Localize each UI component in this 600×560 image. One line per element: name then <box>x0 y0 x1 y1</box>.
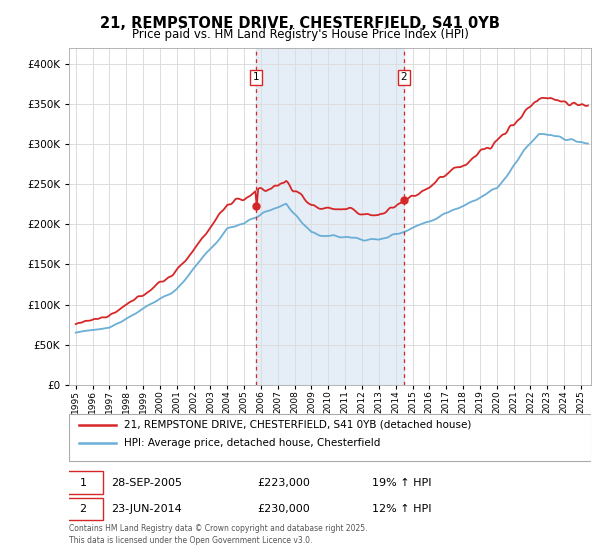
Text: Contains HM Land Registry data © Crown copyright and database right 2025.
This d: Contains HM Land Registry data © Crown c… <box>69 524 367 545</box>
Bar <box>256 48 404 385</box>
Text: 21, REMPSTONE DRIVE, CHESTERFIELD, S41 0YB: 21, REMPSTONE DRIVE, CHESTERFIELD, S41 0… <box>100 16 500 31</box>
Text: 19% ↑ HPI: 19% ↑ HPI <box>372 478 431 488</box>
Text: 12% ↑ HPI: 12% ↑ HPI <box>372 504 431 514</box>
FancyBboxPatch shape <box>64 472 103 494</box>
Text: £223,000: £223,000 <box>257 478 310 488</box>
Text: 2: 2 <box>80 504 86 514</box>
FancyBboxPatch shape <box>64 498 103 520</box>
Text: 23-JUN-2014: 23-JUN-2014 <box>111 504 182 514</box>
Text: HPI: Average price, detached house, Chesterfield: HPI: Average price, detached house, Ches… <box>124 438 380 448</box>
Text: 28-SEP-2005: 28-SEP-2005 <box>111 478 182 488</box>
Text: 1: 1 <box>253 72 260 82</box>
Text: Price paid vs. HM Land Registry's House Price Index (HPI): Price paid vs. HM Land Registry's House … <box>131 28 469 41</box>
Text: 21, REMPSTONE DRIVE, CHESTERFIELD, S41 0YB (detached house): 21, REMPSTONE DRIVE, CHESTERFIELD, S41 0… <box>124 419 471 430</box>
Text: £230,000: £230,000 <box>257 504 310 514</box>
FancyBboxPatch shape <box>69 414 591 461</box>
Text: 1: 1 <box>80 478 86 488</box>
Text: 2: 2 <box>400 72 407 82</box>
